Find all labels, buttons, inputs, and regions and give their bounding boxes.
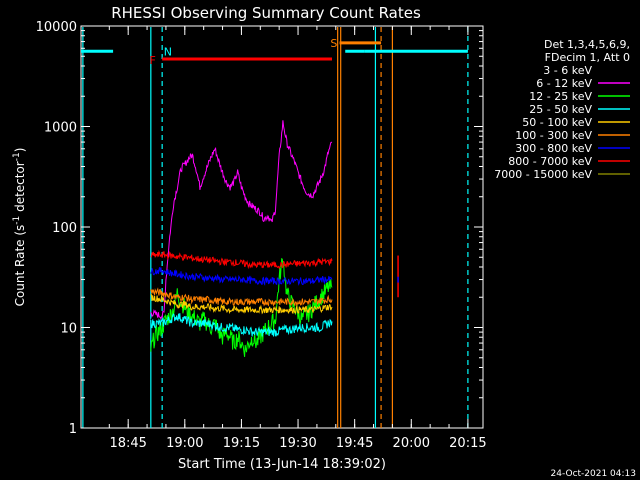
legend-label-7: 800 - 7000 keV <box>508 155 592 168</box>
y-tick-label-1: 10 <box>60 322 77 337</box>
axes-layer: 1 10 100 1000 10000 18:45 19:00 19:15 19:30 19:45… <box>36 20 487 451</box>
legend-label-3: 25 - 50 keV <box>529 103 592 116</box>
plot-lines-layer: NF S <box>81 27 469 428</box>
y-axis-label-sup1: -1 <box>12 216 22 225</box>
series-line-4 <box>150 293 333 315</box>
y-tick-label-0: 1 <box>69 422 77 437</box>
chart-title: RHESSI Observing Summary Count Rates <box>111 4 421 22</box>
x-tick-label-3: 19:30 <box>279 436 316 451</box>
legend-label-4: 50 - 100 keV <box>522 116 592 129</box>
annotation-N: N <box>164 45 172 58</box>
series-line-2 <box>150 257 333 357</box>
y-axis-label-mid: detector <box>13 161 27 216</box>
y-axis-label: Count Rate (s-1 detector-1) <box>12 148 27 307</box>
x-tick-label-1: 19:00 <box>166 436 203 451</box>
series-line-1 <box>150 120 333 321</box>
y-axis-label-main: Count Rate (s <box>13 225 27 307</box>
legend-label-0: 3 - 6 keV <box>543 64 592 77</box>
legend-label-8: 7000 - 15000 keV <box>494 168 592 181</box>
plot-area <box>80 25 484 429</box>
y-tick-label-2: 100 <box>52 221 77 236</box>
x-tick-label-0: 18:45 <box>109 436 146 451</box>
series-line-5 <box>150 287 333 307</box>
x-tick-label-2: 19:15 <box>223 436 260 451</box>
y-axis-label-end: ) <box>13 148 27 153</box>
x-axis-label: Start Time (13-Jun-14 18:39:02) <box>178 457 386 472</box>
legend: Det 1,3,4,5,6,9,FDecim 1, Att 03 - 6 keV… <box>494 38 630 181</box>
legend-label-5: 100 - 300 keV <box>515 129 592 142</box>
series-line-3 <box>150 313 333 337</box>
legend-label-2: 12 - 25 keV <box>529 90 592 103</box>
legend-header-1: FDecim 1, Att 0 <box>545 51 630 64</box>
legend-label-6: 300 - 800 keV <box>515 142 592 155</box>
legend-label-1: 6 - 12 keV <box>536 77 592 90</box>
x-tick-label-5: 20:00 <box>393 436 430 451</box>
x-tick-label-4: 19:45 <box>336 436 373 451</box>
x-tick-label-6: 20:15 <box>449 436 486 451</box>
series-line-6 <box>150 267 333 286</box>
y-axis-label-sup2: -1 <box>12 152 22 161</box>
y-tick-label-3: 1000 <box>44 121 77 136</box>
legend-header-0: Det 1,3,4,5,6,9, <box>544 38 630 51</box>
y-tick-label-4: 10000 <box>36 20 77 35</box>
timestamp: 24-Oct-2021 04:13 <box>551 469 636 479</box>
annotation-F: F <box>150 54 156 67</box>
series-layer <box>150 120 399 357</box>
series-line-7 <box>150 249 333 270</box>
series-line-0 <box>150 174 333 324</box>
annotation-S: S <box>330 37 337 50</box>
